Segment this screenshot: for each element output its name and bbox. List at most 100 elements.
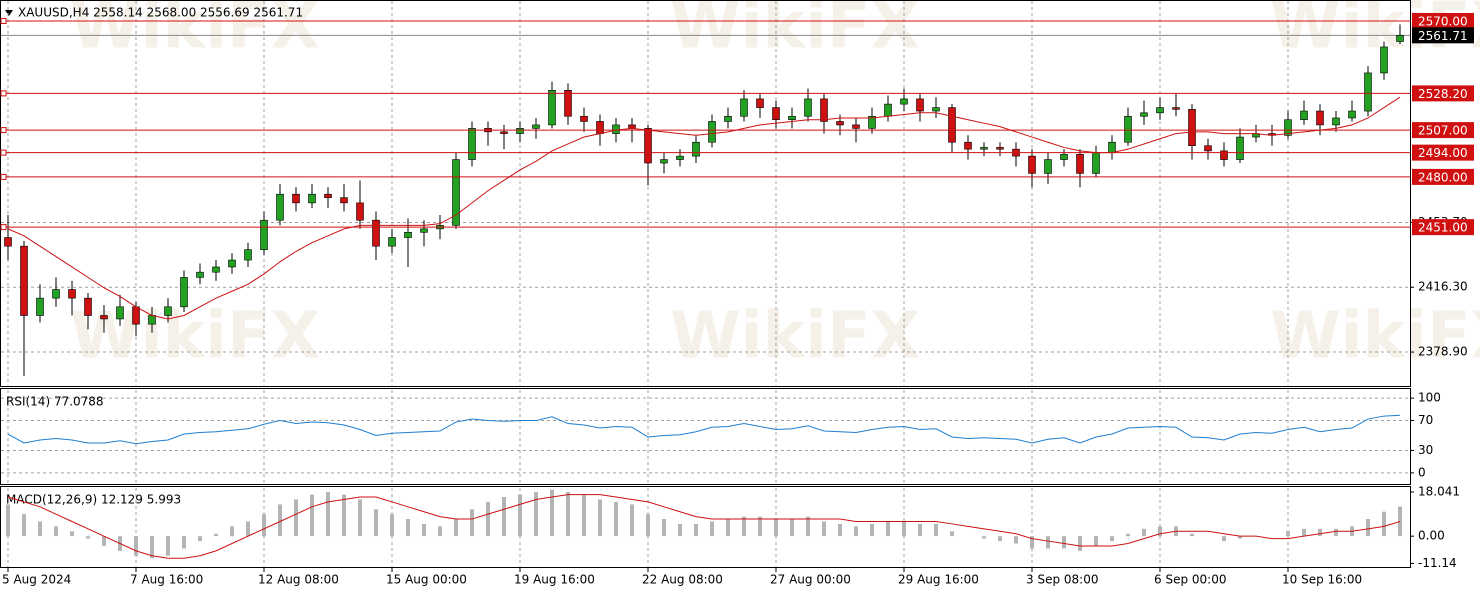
macd-bar bbox=[1078, 536, 1082, 551]
macd-bar bbox=[710, 521, 714, 537]
candle-body bbox=[372, 219, 380, 247]
candle-body bbox=[1300, 110, 1308, 121]
macd-bar bbox=[822, 521, 826, 537]
candle-body bbox=[100, 315, 108, 320]
candle-body bbox=[244, 249, 252, 261]
x-tick-label: 7 Aug 16:00 bbox=[130, 573, 203, 587]
watermark: WikiFX bbox=[1270, 300, 1480, 374]
candle-body bbox=[148, 315, 156, 325]
price-panel bbox=[0, 0, 1411, 387]
candle-body bbox=[1092, 152, 1100, 174]
candle-body bbox=[20, 245, 28, 316]
x-tick-label: 6 Sep 00:00 bbox=[1154, 573, 1226, 587]
candle-body bbox=[596, 121, 604, 134]
x-tick-label: 10 Sep 16:00 bbox=[1282, 573, 1362, 587]
panel-title: XAUUSD,H4 2558.14 2568.00 2556.69 2561.7… bbox=[18, 6, 303, 20]
macd-bar bbox=[1110, 536, 1114, 542]
x-tick-label: 29 Aug 16:00 bbox=[898, 573, 979, 587]
level-label-box bbox=[1412, 122, 1474, 139]
candle-body bbox=[868, 115, 876, 129]
macd-bar bbox=[1046, 536, 1050, 549]
macd-bar bbox=[950, 531, 954, 537]
rsi-line bbox=[7, 414, 1401, 445]
macd-bar bbox=[86, 536, 90, 539]
candle-body bbox=[740, 98, 748, 117]
y-tick-label: 0 bbox=[1418, 465, 1426, 479]
level-label-box bbox=[1412, 85, 1474, 102]
macd-bar bbox=[1126, 533, 1130, 537]
candle-body bbox=[84, 297, 92, 316]
candle-body bbox=[548, 89, 556, 126]
candle-body bbox=[276, 193, 284, 221]
level-label: 2451.00 bbox=[1418, 221, 1468, 235]
candle-body bbox=[964, 141, 972, 150]
candle-body bbox=[676, 155, 684, 160]
macd-bar bbox=[214, 533, 218, 537]
macd-bar bbox=[166, 536, 170, 556]
candle-body bbox=[644, 128, 652, 164]
panel-title: MACD(12,26,9) 12.129 5.993 bbox=[6, 493, 181, 507]
macd-bar bbox=[230, 526, 234, 537]
macd-bar bbox=[246, 521, 250, 537]
macd-bar bbox=[486, 501, 490, 537]
candle-body bbox=[820, 98, 828, 122]
macd-bar bbox=[454, 519, 458, 537]
candle-body bbox=[1364, 72, 1372, 112]
macd-bar bbox=[150, 536, 154, 559]
macd-bar bbox=[678, 523, 682, 537]
level-label: 2528.20 bbox=[1418, 87, 1468, 101]
level-label-box bbox=[1412, 219, 1474, 236]
macd-bar bbox=[422, 523, 426, 537]
candle-body bbox=[260, 219, 268, 250]
macd-bar bbox=[182, 536, 186, 549]
macd-bar bbox=[326, 492, 330, 537]
candle-body bbox=[788, 115, 796, 121]
macd-bar bbox=[1062, 536, 1066, 549]
macd-bar bbox=[566, 492, 570, 537]
y-tick-label: 2416.30 bbox=[1418, 280, 1468, 294]
current-price-label: 2561.71 bbox=[1418, 29, 1468, 43]
candle-body bbox=[212, 266, 220, 273]
level-label-box bbox=[1412, 12, 1474, 29]
level-marker bbox=[0, 17, 7, 24]
watermark: WikiFX bbox=[70, 0, 320, 64]
macd-bar bbox=[614, 501, 618, 537]
candle-body bbox=[916, 98, 924, 112]
candle-body bbox=[1140, 112, 1148, 117]
macd-bar bbox=[22, 514, 26, 537]
y-tick-label: 18.041 bbox=[1418, 485, 1460, 499]
macd-bar bbox=[982, 536, 986, 539]
level-marker bbox=[0, 90, 7, 97]
candle-body bbox=[996, 147, 1004, 150]
macd-bar bbox=[278, 504, 282, 537]
y-tick-label: 70 bbox=[1418, 413, 1433, 427]
current-price-box bbox=[1412, 27, 1474, 44]
candle-body bbox=[1188, 109, 1196, 147]
x-tick-label: 22 Aug 08:00 bbox=[642, 573, 723, 587]
macd-bar bbox=[886, 521, 890, 537]
macd-bar bbox=[342, 494, 346, 537]
macd-bar bbox=[54, 526, 58, 537]
candle-body bbox=[52, 289, 60, 299]
macd-bar bbox=[598, 499, 602, 537]
candle-body bbox=[660, 159, 668, 164]
y-tick-label: -11.14 bbox=[1418, 556, 1457, 570]
candle-body bbox=[580, 115, 588, 122]
candle-body bbox=[1380, 46, 1388, 74]
macd-bar bbox=[262, 514, 266, 537]
macd-bar bbox=[358, 499, 362, 537]
macd-bar bbox=[918, 523, 922, 537]
candle-body bbox=[356, 202, 364, 221]
macd-bar bbox=[198, 536, 202, 542]
level-marker bbox=[0, 127, 7, 134]
macd-bar bbox=[1334, 528, 1338, 537]
candle-body bbox=[628, 124, 636, 129]
macd-bar bbox=[1222, 536, 1226, 542]
candle-body bbox=[1220, 150, 1228, 160]
y-tick-label: 30 bbox=[1418, 443, 1433, 457]
macd-bar bbox=[774, 519, 778, 537]
macd-bar bbox=[1318, 528, 1322, 537]
macd-bar bbox=[1302, 528, 1306, 537]
candle-body bbox=[1332, 117, 1340, 126]
